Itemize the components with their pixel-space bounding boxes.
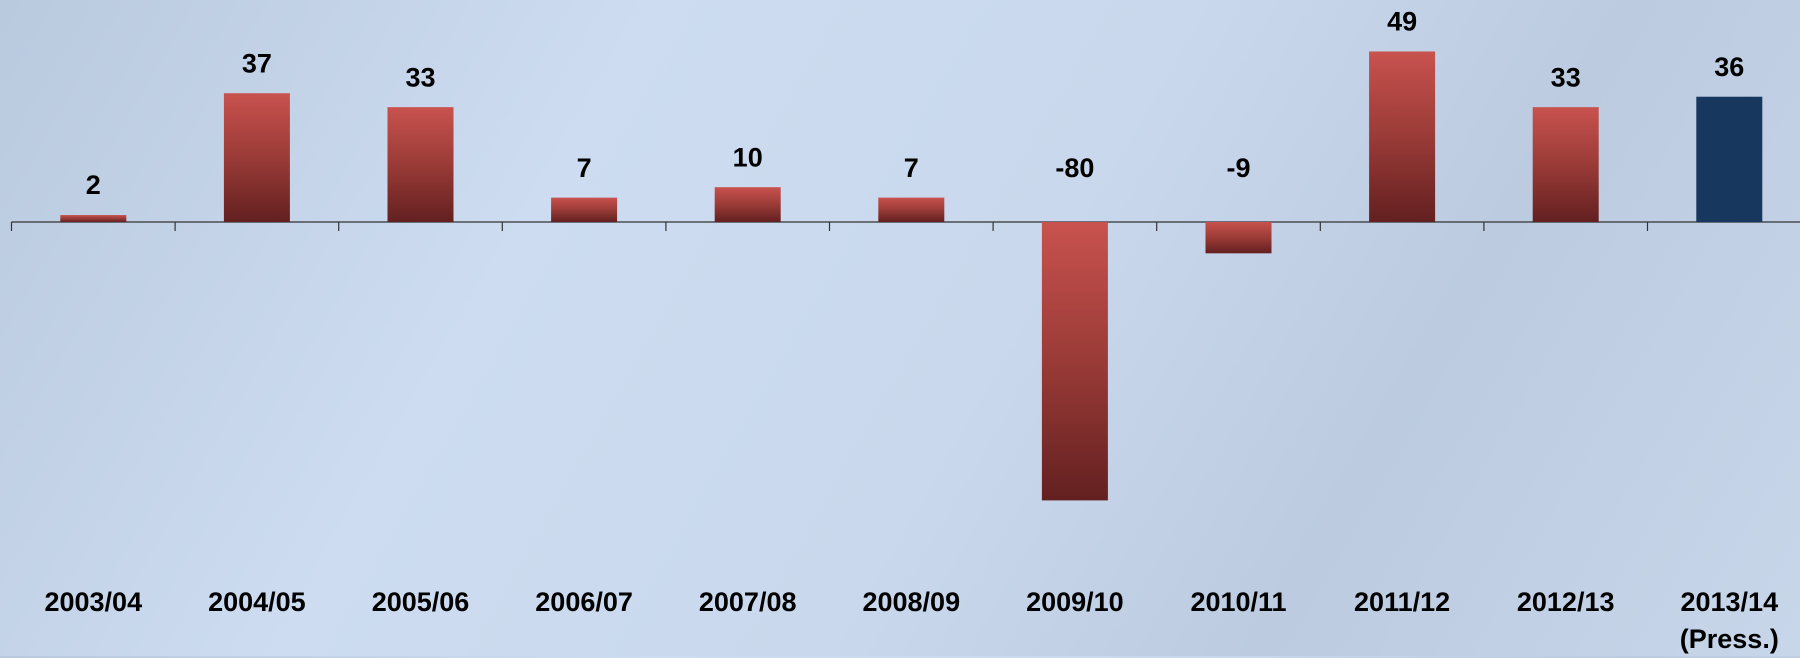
data-label: 2 [86,170,101,200]
bar [223,93,290,223]
x-tick-label: 2009/10 [1026,587,1124,617]
x-tick-label: 2010/11 [1190,587,1287,617]
x-tick-label: 2004/05 [208,587,306,617]
data-label: -80 [1055,153,1094,183]
x-tick-label: 2007/08 [698,587,797,617]
bar [1696,96,1763,222]
x-tick-label: 2013/14 (Press.) [1679,587,1779,654]
bar [1532,107,1599,222]
bar [551,197,618,222]
bar [714,187,781,222]
x-tick-label: 2005/06 [371,587,470,617]
data-label: 37 [242,48,272,78]
data-label: 33 [405,62,435,92]
x-tick-label: 2011/12 [1354,587,1451,617]
data-label: -9 [1226,153,1250,183]
bar [878,197,945,222]
bar [1041,222,1108,501]
data-label: 33 [1551,62,1581,92]
bar [1205,222,1272,254]
x-tick-label: 2006/07 [535,587,633,617]
data-label: 7 [577,153,592,183]
data-label: 49 [1387,7,1417,37]
x-tick-label: 2008/09 [862,587,961,617]
data-label: 36 [1714,52,1744,82]
bar [60,215,127,222]
x-tick-label: 2003/04 [44,587,143,617]
bar [387,107,454,222]
bar [1369,51,1436,223]
data-label: 10 [733,142,763,172]
data-label: 7 [904,153,919,183]
x-tick-label: 2012/13 [1516,587,1615,617]
